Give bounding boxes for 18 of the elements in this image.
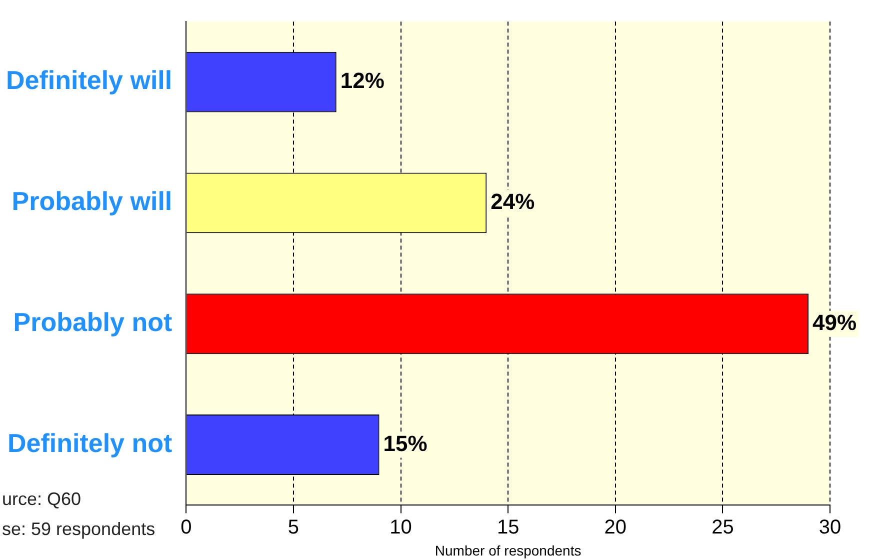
y-tick-label: Definitely not bbox=[7, 428, 172, 458]
x-tick-label: 30 bbox=[818, 516, 842, 539]
text: urce: Q60 bbox=[2, 488, 82, 509]
annotation: 15% bbox=[383, 430, 428, 456]
annotation: 24% bbox=[490, 189, 535, 214]
annotation: 12% bbox=[340, 68, 384, 94]
x-tick-label: 0 bbox=[180, 516, 192, 539]
x-tick-label: 15 bbox=[496, 516, 520, 539]
x-tick-label: 25 bbox=[712, 516, 734, 539]
y-tick-label: Probably will bbox=[12, 186, 172, 216]
x-tick-label: 10 bbox=[390, 516, 412, 539]
y-tick-label: Probably not bbox=[13, 307, 172, 338]
annotation: 49% bbox=[812, 310, 857, 335]
x-axis-title: Number of respondents bbox=[434, 542, 582, 558]
y-tick-label: Definitely will bbox=[6, 65, 172, 96]
text: se: 59 respondents bbox=[2, 518, 156, 539]
x-tick-label: 5 bbox=[288, 516, 300, 539]
x-tick-label: 20 bbox=[604, 516, 627, 539]
